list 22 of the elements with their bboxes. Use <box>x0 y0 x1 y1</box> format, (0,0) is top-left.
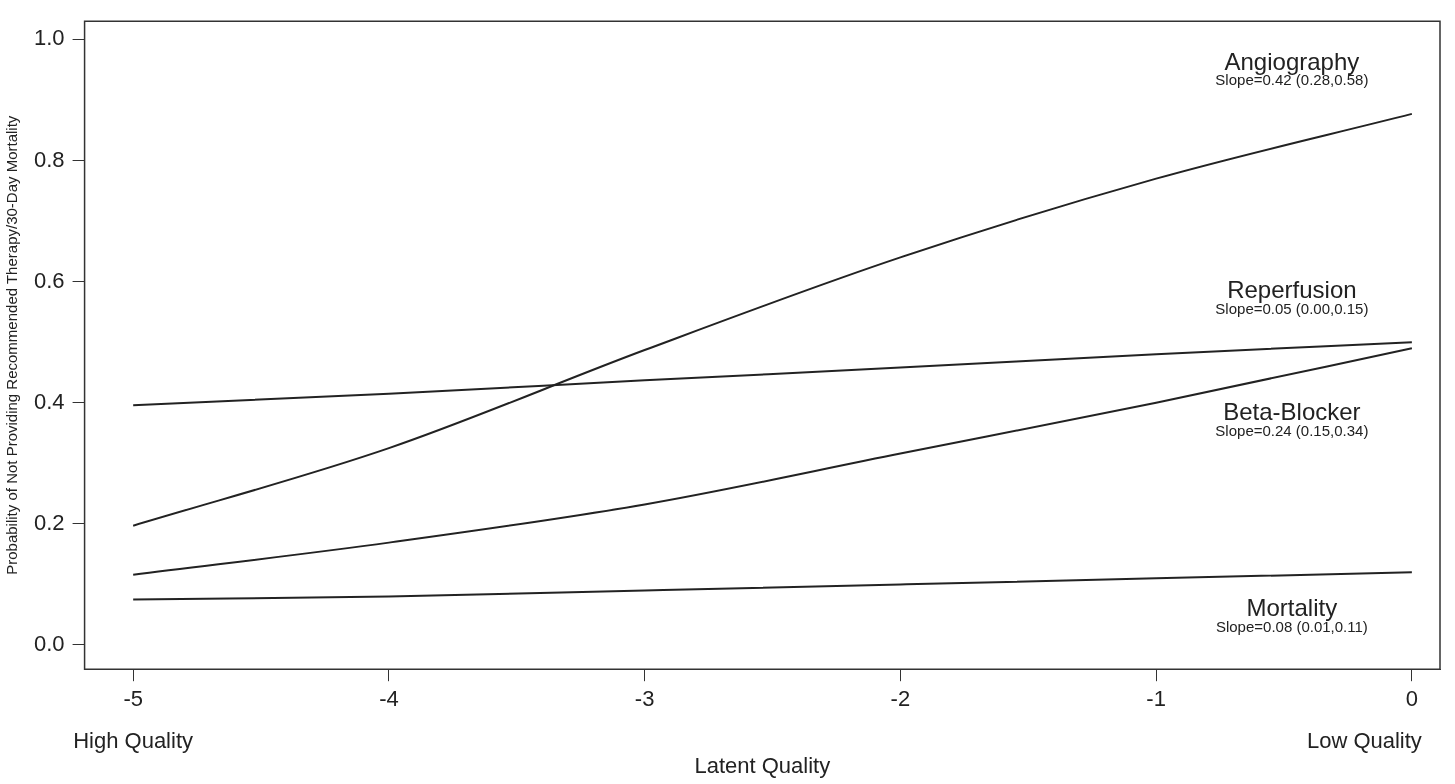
x-tick-label: -1 <box>1146 686 1166 712</box>
y-tick-label: 0.0 <box>33 631 65 657</box>
series-label: Reperfusion <box>1227 276 1357 304</box>
text: High Quality <box>73 728 194 754</box>
x-tick-label: -5 <box>123 686 143 712</box>
y-tick-label: 0.4 <box>33 388 65 414</box>
y-tick-label: 1.0 <box>33 25 65 51</box>
line-series <box>132 112 1413 527</box>
series-label: Mortality <box>1246 593 1338 621</box>
x-tick-label: 0 <box>1405 686 1418 712</box>
text: Angiography <box>1224 47 1360 75</box>
text: Low Quality <box>1306 728 1422 754</box>
x-axis-title: Latent Quality <box>694 752 831 778</box>
x-tick-label: -3 <box>634 686 655 712</box>
x-tick-label: -2 <box>890 686 911 712</box>
line-series <box>132 571 1413 601</box>
y-tick-label: 0.6 <box>33 267 65 293</box>
y-axis-title: Probability of Not Providing Recommended Therapy/30-Day Mortality <box>3 115 21 575</box>
line-series <box>132 347 1413 576</box>
y-tick-label: 0.2 <box>33 509 65 535</box>
x-tick-label: -4 <box>379 686 399 712</box>
y-tick-label: 0.8 <box>33 146 65 172</box>
